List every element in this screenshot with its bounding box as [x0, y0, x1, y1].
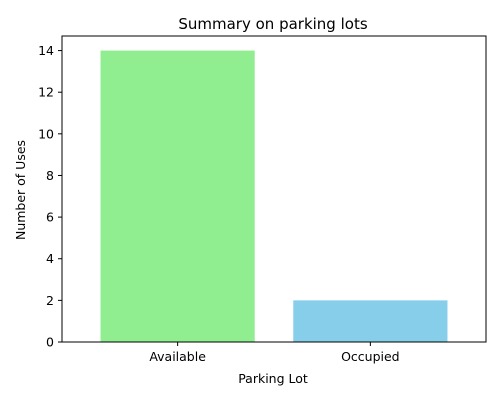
y-tick-label: 2 [46, 293, 54, 308]
plot-area: Available Occupied 0 2 4 6 8 10 12 14 [38, 35, 487, 364]
y-tick-label: 14 [38, 43, 54, 58]
y-tick-label: 8 [46, 168, 54, 183]
y-tick-label: 12 [38, 85, 54, 100]
y-tick-label: 10 [38, 126, 54, 141]
chart-title: Summary on parking lots [178, 15, 367, 33]
x-axis-label: Parking Lot [238, 371, 308, 386]
plot-frame [61, 35, 487, 343]
bar-available [100, 50, 255, 342]
y-axis-label: Number of Uses [13, 140, 28, 240]
x-tick-label: Available [149, 349, 206, 364]
x-tick-label: Occupied [341, 349, 400, 364]
y-tick-label: 4 [46, 251, 54, 266]
y-tick-label: 6 [46, 210, 54, 225]
y-tick-label: 0 [46, 335, 54, 350]
bar-occupied [293, 300, 448, 342]
